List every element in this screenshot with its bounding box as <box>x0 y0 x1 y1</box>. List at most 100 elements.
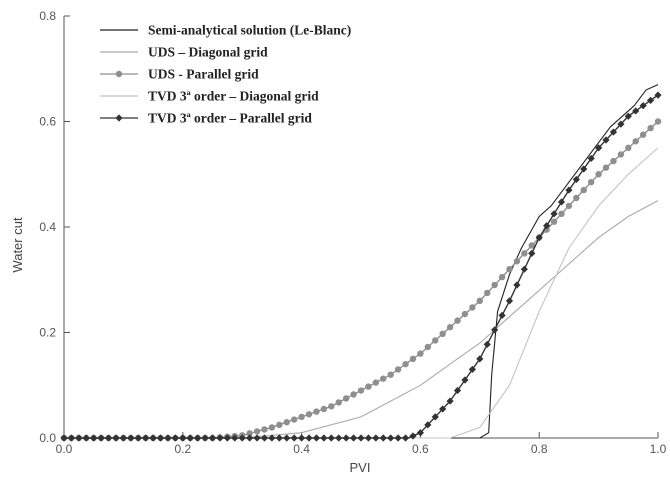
x-tick-label: 0.0 <box>56 442 73 456</box>
tvd-parallel-point <box>439 405 447 413</box>
y-tick-label: 0.2 <box>39 326 56 340</box>
tvd-parallel-point <box>298 434 306 442</box>
uds-parallel-point <box>328 403 335 410</box>
uds-parallel-point <box>506 266 513 273</box>
legend-item-1: Semi-analytical solution (Le-Blanc) <box>100 23 351 38</box>
tvd-parallel-point <box>268 434 276 442</box>
uds-parallel-point <box>350 391 357 398</box>
uds-parallel-point <box>290 416 298 423</box>
y-tick-label: 0.6 <box>39 115 56 129</box>
tvd-parallel-point <box>572 175 580 184</box>
uds-parallel-point <box>402 360 409 368</box>
x-axis-label: PVI <box>350 460 371 475</box>
uds-parallel-point <box>357 387 365 394</box>
uds-parallel-point <box>491 281 498 289</box>
tvd-parallel-point <box>639 102 647 110</box>
tvd-parallel-point <box>246 434 254 442</box>
uds-parallel-point <box>387 371 394 378</box>
series-4 <box>64 147 659 439</box>
tvd-parallel-point <box>104 434 113 442</box>
tvd-parallel-point <box>580 165 588 173</box>
tvd-parallel-point <box>260 434 269 442</box>
tvd-parallel-point <box>624 112 632 120</box>
tvd-parallel-point <box>231 434 239 442</box>
tvd-parallel-point <box>446 397 454 405</box>
legend-item-5: TVD 3ª order – Parallel grid <box>100 111 312 126</box>
uds-parallel-point <box>610 157 617 165</box>
uds-parallel-point <box>283 418 290 426</box>
tvd-parallel-point <box>208 434 217 442</box>
uds-parallel-point <box>253 428 261 435</box>
uds-parallel-point <box>513 258 521 265</box>
x-tick-label: 0.8 <box>531 442 548 456</box>
uds-parallel-point <box>484 289 491 297</box>
tvd-parallel-point <box>171 434 179 442</box>
tvd-parallel-point <box>335 434 343 442</box>
legend-label: TVD 3ª order – Diagonal grid <box>148 89 319 104</box>
series-line-4 <box>64 147 659 439</box>
y-tick-label: 0.4 <box>39 220 56 234</box>
tvd-parallel-point <box>372 434 380 442</box>
tvd-parallel-point <box>342 434 350 442</box>
tvd-parallel-point <box>550 210 558 218</box>
tvd-parallel-point <box>401 434 410 442</box>
tvd-parallel-point <box>476 355 484 363</box>
uds-parallel-point <box>439 330 446 338</box>
uds-parallel-point <box>276 421 283 429</box>
uds-parallel-point <box>595 171 602 178</box>
uds-parallel-point <box>565 202 573 210</box>
tvd-parallel-point <box>179 434 187 442</box>
tvd-parallel-point <box>557 198 566 206</box>
uds-parallel-point <box>573 194 580 202</box>
uds-parallel-point <box>313 408 320 415</box>
tvd-parallel-point <box>320 434 328 442</box>
tvd-parallel-point <box>305 434 313 442</box>
tvd-parallel-point <box>535 233 543 242</box>
x-tick-label: 1.0 <box>650 442 667 456</box>
x-tick-label: 0.6 <box>412 442 429 456</box>
y-tick-label: 0.0 <box>39 431 56 445</box>
uds-parallel-point <box>602 164 610 171</box>
uds-parallel-point <box>246 430 253 437</box>
uds-parallel-point <box>261 426 268 433</box>
tvd-parallel-point <box>290 434 298 442</box>
tvd-parallel-point <box>97 434 105 442</box>
tvd-parallel-point <box>115 114 123 122</box>
tvd-parallel-point <box>424 421 432 429</box>
tvd-parallel-point <box>127 434 135 442</box>
uds-parallel-point <box>409 355 417 363</box>
legend-label: UDS - Parallel grid <box>148 67 259 82</box>
tvd-parallel-point <box>528 249 536 257</box>
uds-parallel-point <box>580 186 587 194</box>
tvd-parallel-point <box>595 144 603 152</box>
tvd-parallel-point <box>283 434 291 442</box>
tvd-parallel-point <box>349 434 358 442</box>
tvd-parallel-point <box>201 434 209 442</box>
tvd-parallel-point <box>142 434 150 442</box>
tvd-parallel-point <box>654 91 662 99</box>
tvd-parallel-point <box>156 434 165 442</box>
series-2 <box>64 200 659 439</box>
tvd-parallel-point <box>149 434 157 442</box>
tvd-parallel-point <box>186 434 194 442</box>
legend: Semi-analytical solution (Le-Blanc) UDS –… <box>100 23 351 126</box>
tvd-parallel-point <box>520 265 528 273</box>
uds-parallel-point <box>115 70 123 78</box>
tvd-parallel-point <box>60 434 68 442</box>
tvd-parallel-point <box>379 434 387 442</box>
uds-parallel-point <box>394 366 402 373</box>
uds-parallel-point <box>268 424 276 431</box>
legend-item-3: UDS - Parallel grid <box>100 67 259 82</box>
y-tick-label: 0.8 <box>39 9 56 23</box>
tvd-parallel-point <box>394 434 402 442</box>
tvd-parallel-point <box>253 434 261 442</box>
uds-parallel-point <box>617 151 625 158</box>
tvd-parallel-point <box>602 136 610 144</box>
uds-parallel-point <box>528 242 535 249</box>
y-axis-label: Water cut <box>10 217 25 273</box>
tvd-parallel-point <box>387 434 395 442</box>
legend-item-2: UDS – Diagonal grid <box>100 45 268 60</box>
uds-parallel-point <box>461 310 469 318</box>
series-layer <box>60 84 662 442</box>
